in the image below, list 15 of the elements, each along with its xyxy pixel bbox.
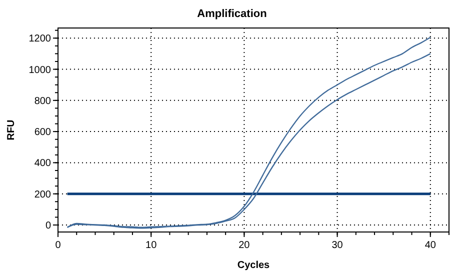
chart-title: Amplification (197, 8, 268, 20)
x-tick-label: 20 (238, 240, 250, 251)
x-tick-label: 0 (55, 240, 62, 251)
x-axis-title: Cycles (237, 260, 270, 271)
y-tick-label: 0 (45, 220, 52, 232)
x-tick-label: 40 (424, 240, 436, 251)
y-tick-label: 1000 (28, 64, 52, 76)
y-tick-label: 1200 (28, 34, 52, 45)
x-tick-label: 30 (332, 240, 344, 251)
y-tick-label: 200 (34, 189, 52, 200)
y-tick-label: 600 (34, 127, 52, 138)
x-tick-label: 10 (146, 240, 158, 251)
y-axis-title: RFU (6, 120, 17, 140)
y-tick-label: 800 (34, 96, 52, 107)
y-tick-label: 400 (34, 158, 52, 170)
